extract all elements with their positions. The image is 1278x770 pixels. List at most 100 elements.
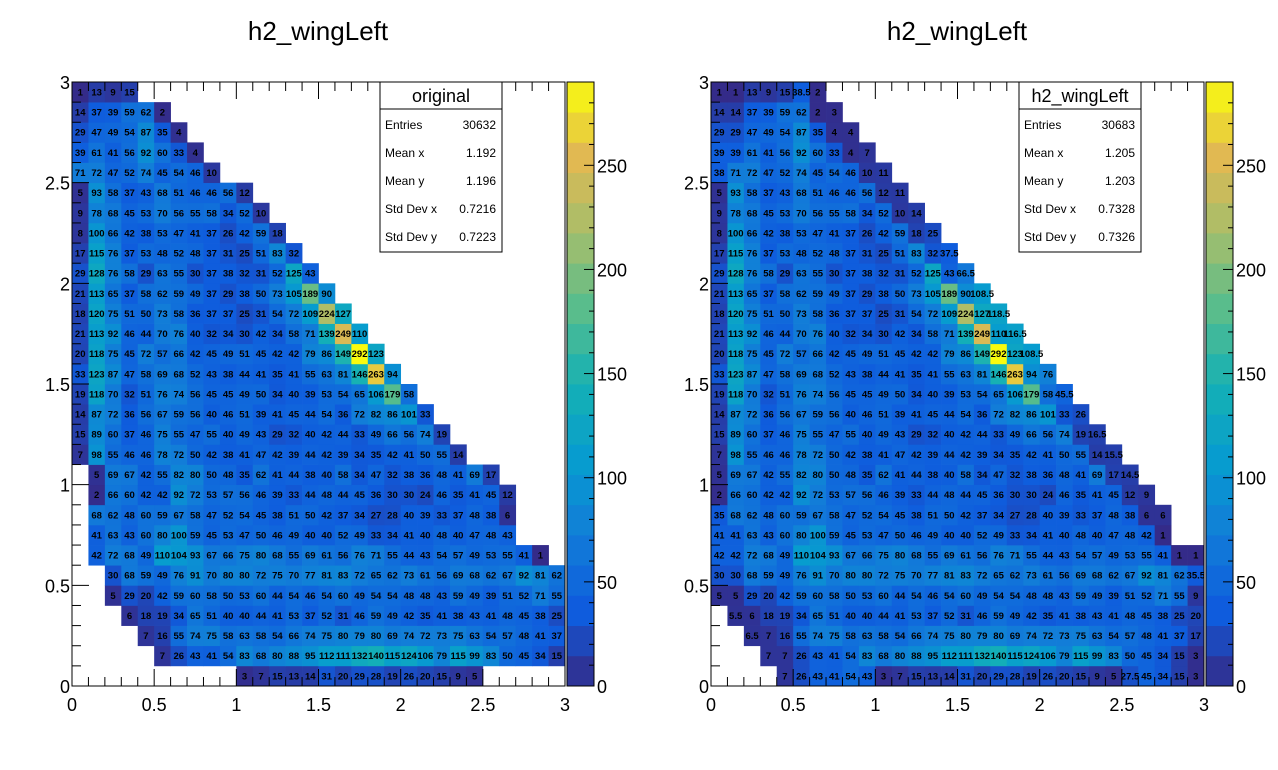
heatmap-cell	[875, 243, 893, 264]
heatmap-cell	[924, 263, 942, 284]
cell-value-label: 51	[502, 591, 513, 602]
heatmap-cell	[1138, 625, 1156, 647]
x-tick-label: 0.5	[781, 695, 806, 715]
cell-value-label: 86	[1026, 410, 1037, 421]
cell-value-label: 48	[796, 249, 807, 260]
heatmap-cell	[711, 82, 728, 103]
cell-value-label: 53	[206, 490, 217, 501]
heatmap-cell	[88, 424, 106, 445]
heatmap-cell	[941, 263, 958, 284]
heatmap-cell	[121, 424, 139, 445]
cell-value-label: 42	[404, 611, 415, 622]
heatmap-cell	[842, 585, 860, 606]
heatmap-cell	[137, 243, 155, 264]
cell-value-label: 39	[763, 108, 774, 119]
cell-value-label: 53	[911, 611, 922, 622]
cell-value-label: 1	[1177, 551, 1183, 562]
heatmap-cell	[121, 504, 139, 526]
palette-tick-label: 250	[1236, 156, 1266, 176]
cell-value-label: 59	[1075, 591, 1086, 602]
heatmap-cell	[908, 545, 925, 566]
cell-value-label: 44	[960, 490, 971, 501]
heatmap-cell	[875, 404, 893, 425]
cell-value-label: 77	[305, 571, 316, 582]
heatmap-cell	[743, 202, 761, 224]
cell-value-label: 89	[91, 430, 102, 441]
x-tick-label: 0	[706, 695, 716, 715]
heatmap-cell	[858, 384, 876, 405]
cell-value-label: 38	[223, 369, 234, 380]
palette-band	[1206, 142, 1233, 173]
heatmap-cell	[219, 202, 237, 224]
cell-value-label: 75	[796, 430, 807, 441]
cell-value-label: 54	[338, 389, 349, 400]
cell-value-label: 40	[321, 470, 332, 481]
cell-value-label: 249	[974, 329, 990, 340]
heatmap-cell	[1056, 384, 1073, 405]
cell-value-label: 92	[108, 329, 119, 340]
heatmap-cell	[482, 565, 500, 586]
cell-value-label: 34	[387, 530, 398, 541]
heatmap-cell	[137, 343, 155, 365]
heatmap-cell	[203, 283, 221, 304]
cell-value-label: 125	[286, 269, 303, 280]
cell-value-label: 29	[75, 128, 86, 139]
heatmap-cell	[891, 182, 909, 204]
cell-value-label: 149	[335, 349, 351, 360]
heatmap-cell	[154, 484, 171, 506]
heatmap-cell	[252, 363, 270, 385]
cell-value-label: 26	[174, 651, 185, 662]
heatmap-cell	[285, 424, 303, 445]
cell-value-label: 18	[272, 228, 283, 239]
heatmap-cell	[842, 545, 860, 566]
heatmap-cell	[252, 222, 270, 244]
heatmap-cell	[334, 605, 352, 626]
cell-value-label: 7	[717, 450, 722, 461]
heatmap-cell	[137, 303, 155, 324]
heatmap-cell	[137, 424, 155, 445]
cell-value-label: 40	[223, 611, 234, 622]
heatmap-cell	[1138, 524, 1156, 546]
heatmap-cell	[1138, 545, 1156, 566]
heatmap-cell	[793, 645, 810, 667]
cell-value-label: 106	[368, 389, 384, 400]
heatmap-cell	[1072, 444, 1090, 465]
stats-label-entries: Entries	[385, 118, 422, 132]
cell-value-label: 41	[1158, 631, 1169, 642]
heatmap-cell	[1121, 605, 1139, 626]
stats-value-std-y: 0.7223	[459, 230, 496, 244]
heatmap-cell	[776, 585, 794, 606]
cell-value-label: 42	[714, 551, 725, 562]
heatmap-cell	[727, 384, 745, 405]
heatmap-cell	[285, 343, 303, 365]
heatmap-cell	[88, 484, 106, 506]
cell-value-label: 53	[796, 228, 807, 239]
cell-value-label: 49	[289, 530, 300, 541]
cell-value-label: 45	[206, 530, 217, 541]
cell-value-label: 81	[944, 571, 955, 582]
cell-value-label: 19	[75, 389, 86, 400]
heatmap-cell	[875, 323, 893, 345]
heatmap-cell	[941, 625, 958, 647]
heatmap-cell	[384, 585, 402, 606]
cell-value-label: 20	[714, 349, 725, 360]
heatmap-cell	[302, 625, 319, 647]
cell-value-label: 44	[239, 369, 250, 380]
heatmap-cell	[269, 323, 286, 345]
heatmap-cell	[121, 102, 139, 123]
heatmap-cell	[236, 565, 254, 586]
cell-value-label: 50	[223, 591, 234, 602]
heatmap-cell	[269, 263, 286, 284]
heatmap-cell	[482, 625, 500, 647]
cell-value-label: 105	[286, 289, 303, 300]
cell-value-label: 80	[338, 631, 349, 642]
heatmap-cell	[875, 484, 893, 506]
heatmap-cell	[219, 565, 237, 586]
stats-value-mean-x: 1.192	[466, 146, 496, 160]
heatmap-cell	[1121, 565, 1139, 586]
heatmap-cell	[1023, 424, 1041, 445]
cell-value-label: 56	[862, 490, 873, 501]
cell-value-label: 38	[141, 228, 152, 239]
heatmap-cell	[285, 625, 303, 647]
cell-value-label: 34	[223, 208, 234, 219]
